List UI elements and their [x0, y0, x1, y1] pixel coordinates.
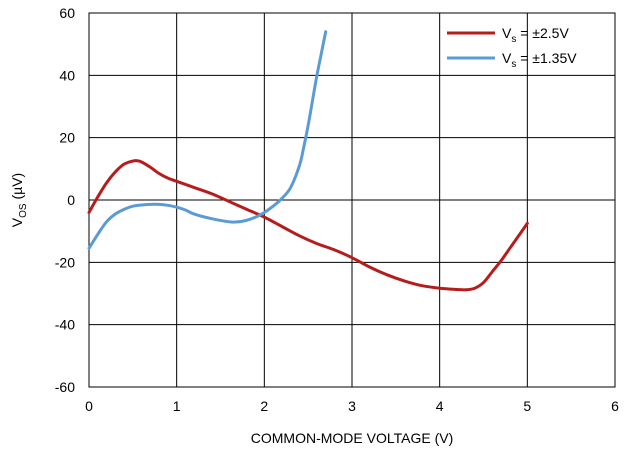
- series-layer: [87, 30, 529, 292]
- y-title-main: V: [9, 217, 25, 227]
- x-tick-label: 4: [436, 398, 444, 414]
- x-tick-label: 6: [611, 398, 619, 414]
- y-axis-title: VOS (µV): [9, 173, 29, 227]
- y-title-rest: (µV): [9, 173, 25, 204]
- legend-label-0: Vs = ±2.5V: [502, 25, 569, 45]
- x-tick-labels: 0 1 2 3 4 5 6: [85, 398, 619, 414]
- y-tick-labels: -60 -40 -20 0 20 40 60: [55, 5, 75, 395]
- grid: [88, 12, 616, 388]
- plot-frame: [88, 12, 616, 388]
- y-tick-label: 0: [67, 192, 75, 208]
- y-tick-label: 20: [59, 130, 75, 146]
- x-axis-title: COMMON-MODE VOLTAGE (V): [251, 430, 453, 446]
- x-tick-label: 3: [348, 398, 356, 414]
- y-title-sub: OS: [18, 203, 29, 218]
- legend-label-sub: s: [511, 59, 516, 70]
- legend-label-main: V: [502, 25, 512, 41]
- y-tick-label: -40: [55, 317, 75, 333]
- legend-label-main: V: [502, 50, 512, 66]
- x-tick-label: 0: [85, 398, 93, 414]
- series-line-0: [87, 159, 529, 292]
- legend-label-rest: = ±1.35V: [516, 50, 577, 66]
- legend-label-rest: = ±2.5V: [516, 25, 569, 41]
- y-tick-label: -60: [55, 379, 75, 395]
- y-tick-label: 60: [59, 5, 75, 21]
- x-tick-label: 1: [173, 398, 181, 414]
- legend-label-sub: s: [511, 34, 516, 45]
- series-line-1: [87, 30, 328, 250]
- x-tick-label: 5: [523, 398, 531, 414]
- x-tick-label: 2: [260, 398, 268, 414]
- legend-label-1: Vs = ±1.35V: [502, 50, 577, 70]
- y-tick-label: -20: [55, 254, 75, 270]
- y-tick-label: 40: [59, 67, 75, 83]
